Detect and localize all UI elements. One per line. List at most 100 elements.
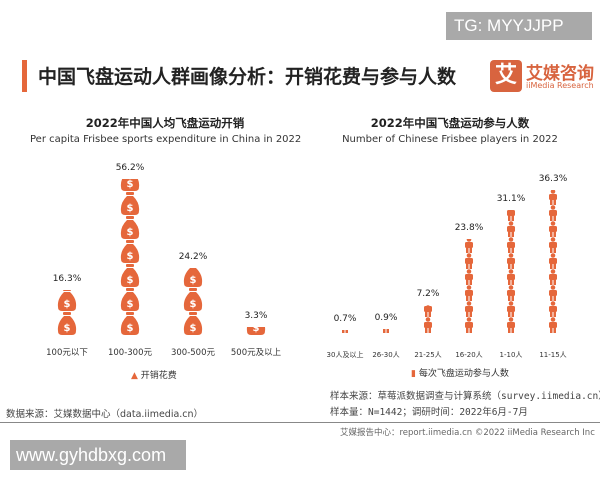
person-icon [505, 221, 517, 237]
bar-1-3 [463, 238, 475, 333]
watermark-bottom: www.gyhdbxg.com [10, 440, 186, 470]
money-bag-icon: $ [119, 263, 141, 288]
person-icon [547, 253, 559, 269]
category-label: 300-500元 [170, 348, 215, 358]
source-note-left: 数据来源：艾媒数据中心（data.iimedia.cn） [6, 409, 204, 420]
person-icon [547, 301, 559, 317]
svg-text:$: $ [127, 179, 134, 190]
category-label: 26-30人 [372, 351, 400, 359]
person-icon [547, 205, 559, 221]
bar-1-4 [505, 210, 517, 333]
bar-1-1 [380, 329, 392, 333]
svg-text:$: $ [64, 323, 71, 334]
svg-text:$: $ [190, 299, 197, 310]
source-note-right: 样本来源：草莓派数据调查与计算系统（survey.iimedia.cn） [330, 391, 600, 402]
money-bag-icon: $ [119, 311, 141, 336]
svg-text:$: $ [253, 327, 260, 334]
category-label: 21-25人 [414, 351, 442, 359]
money-bag-icon: ▲ [131, 371, 138, 381]
data-label: 7.2% [416, 288, 440, 299]
person-icon [463, 301, 475, 317]
svg-text:$: $ [127, 323, 134, 334]
svg-text:$: $ [127, 227, 134, 238]
person-icon [422, 304, 434, 317]
left-chart-subtitle: Per capita Frisbee sports expenditure in… [30, 134, 302, 145]
data-label: 36.3% [538, 173, 568, 184]
page-title: 中国飞盘运动人群画像分析：开销花费与参与人数 [38, 66, 457, 88]
bar-0-2: $$$$ [182, 268, 204, 336]
person-icon [463, 317, 475, 333]
category-label: 1-10人 [499, 351, 523, 359]
category-label: 11-15人 [539, 351, 567, 359]
money-bag-icon: $ [182, 268, 204, 288]
footer: 艾媒报告中心：report.iimedia.cn ©2022 iiMedia R… [340, 428, 595, 438]
person-icon [505, 237, 517, 253]
left-chart-title: 2022年中国人均飞盘运动开销 [85, 116, 245, 130]
bar-0-0: $$$ [56, 290, 78, 336]
bar-0-1: $$$$$$$$ [119, 178, 141, 336]
bar-1-0 [339, 330, 351, 333]
person-icon [505, 317, 517, 333]
svg-text:$: $ [127, 203, 134, 214]
category-label: 100元以下 [46, 348, 88, 358]
category-label: 500元及以上 [230, 348, 282, 358]
logo-cn: 艾媒咨询 [526, 64, 594, 84]
person-icon [505, 285, 517, 301]
data-label: 3.3% [244, 310, 268, 321]
left-legend: ▲ 开销花费 [131, 368, 177, 381]
logo-mark: 艾 [490, 60, 522, 92]
person-icon [505, 253, 517, 269]
data-label: 56.2% [115, 162, 145, 173]
svg-text:$: $ [127, 275, 134, 286]
right-legend: ▮ 每次飞盘运动参与人数 [411, 366, 509, 379]
person-icon [422, 317, 434, 333]
data-label: 24.2% [178, 252, 208, 263]
person-icon [547, 237, 559, 253]
person-icon [505, 269, 517, 285]
svg-text:$: $ [127, 299, 134, 310]
person-icon [463, 253, 475, 269]
logo-en: iiMedia Research [526, 81, 594, 90]
bar-1-5 [547, 189, 559, 333]
data-label: 16.3% [52, 274, 82, 285]
money-bag-icon: $ [182, 311, 204, 336]
person-icon [505, 301, 517, 317]
sample-note: 样本量：N=1442；调研时间：2022年6月-7月 [330, 407, 528, 418]
left-legend-label: 开销花费 [140, 371, 177, 381]
title-accent-bar [22, 60, 27, 92]
money-bag-icon: $ [182, 287, 204, 312]
money-bag-icon: $ [119, 239, 141, 264]
divider [0, 422, 600, 423]
person-icon [380, 329, 392, 333]
person-icon [547, 269, 559, 285]
person-icon [463, 285, 475, 301]
person-icon [547, 317, 559, 333]
svg-text:$: $ [127, 251, 134, 262]
money-bag-icon: $ [56, 311, 78, 336]
data-label: 0.9% [374, 313, 398, 324]
data-label: 0.7% [333, 314, 357, 325]
money-bag-icon: $ [119, 178, 141, 192]
svg-text:$: $ [64, 299, 71, 310]
person-icon [463, 238, 475, 253]
logo: 艾 艾媒咨询 iiMedia Research [490, 60, 594, 96]
right-chart-subtitle: Number of Chinese Frisbee players in 202… [342, 134, 558, 145]
money-bag-icon: $ [119, 287, 141, 312]
bar-1-2 [422, 304, 434, 333]
category-label: 100-300元 [107, 348, 152, 358]
person-icon [339, 330, 351, 333]
watermark-top: TG: MYYJJPP [446, 12, 592, 40]
category-label: 30人及以上 [326, 351, 364, 359]
money-bag-icon: $ [119, 191, 141, 216]
data-label: 31.1% [496, 194, 526, 205]
person-icon [547, 189, 559, 205]
money-bag-icon: $ [56, 290, 78, 312]
category-label: 16-20人 [455, 351, 483, 359]
person-icon [463, 269, 475, 285]
data-label: 23.8% [454, 222, 484, 233]
right-legend-label: 每次飞盘运动参与人数 [418, 369, 509, 379]
person-icon [547, 221, 559, 237]
person-icon [547, 285, 559, 301]
money-bag-icon: $ [119, 215, 141, 240]
person-icon [505, 210, 517, 221]
